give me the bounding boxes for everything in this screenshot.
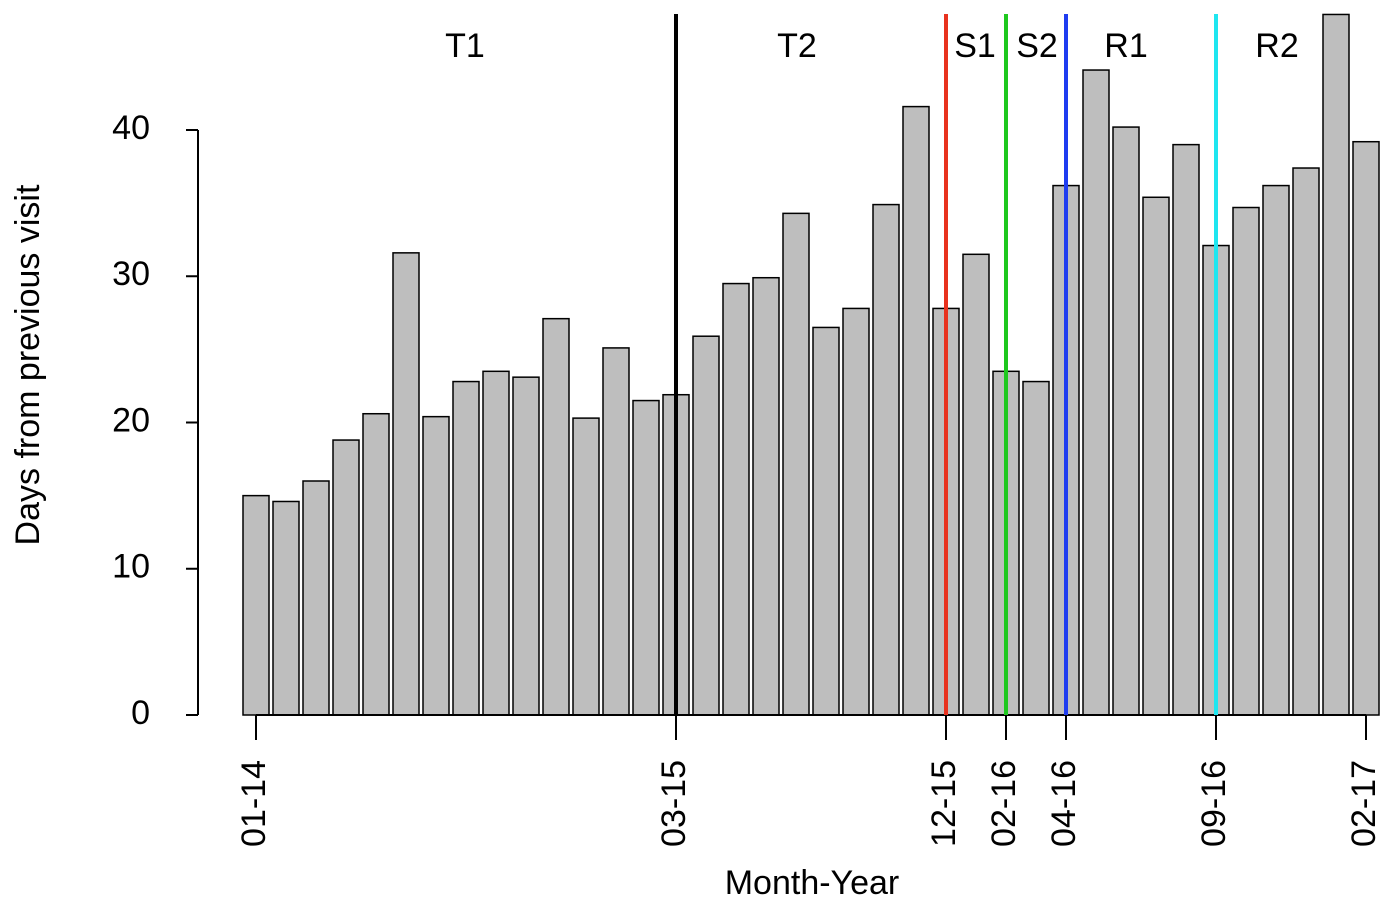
bar (1232, 206, 1260, 716)
bar (722, 282, 750, 716)
bar (572, 417, 600, 716)
bar (902, 105, 930, 716)
bar (812, 326, 840, 716)
x-tick-label: 09-16 (1195, 760, 1233, 847)
phase-label: T1 (445, 27, 485, 65)
bar (752, 276, 780, 716)
bar (842, 307, 870, 716)
phase-label: T2 (777, 27, 817, 65)
x-tick-label: 01-14 (235, 760, 273, 847)
x-tick-label: 04-16 (1045, 760, 1083, 847)
bar (872, 203, 900, 716)
bar (482, 370, 510, 716)
bar (602, 347, 630, 716)
bar (1142, 196, 1170, 716)
y-tick-label: 10 (112, 548, 150, 586)
phase-label: R1 (1104, 27, 1147, 65)
bar (362, 412, 390, 716)
bar (1082, 69, 1110, 716)
x-tick-label: 02-17 (1345, 760, 1383, 847)
phase-label: R2 (1255, 27, 1298, 65)
phase-label: S2 (1016, 27, 1058, 65)
bar (272, 500, 300, 716)
bar (332, 439, 360, 716)
bar (782, 212, 810, 716)
x-axis-title: Month-Year (725, 864, 900, 902)
bar (962, 253, 990, 716)
x-tick-label: 02-16 (985, 760, 1023, 847)
bar (392, 252, 420, 716)
x-tick-label: 12-15 (925, 760, 963, 847)
y-tick-label: 20 (112, 401, 150, 439)
y-tick-label: 30 (112, 255, 150, 293)
bar (1112, 126, 1140, 716)
bar (632, 399, 660, 716)
x-tick-label: 03-15 (655, 760, 693, 847)
bar (1172, 143, 1200, 716)
phase-label: S1 (954, 27, 996, 65)
y-tick-label: 0 (131, 694, 150, 732)
bar (542, 317, 570, 716)
bar (422, 415, 450, 716)
bar (1322, 13, 1350, 716)
y-tick-label: 40 (112, 109, 150, 147)
bar (1352, 140, 1380, 716)
bar (1022, 380, 1050, 716)
bar (242, 494, 270, 716)
y-axis-title: Days from previous visit (9, 184, 47, 545)
bar (512, 376, 540, 716)
bar (302, 480, 330, 716)
bar (452, 380, 480, 716)
bar (692, 335, 720, 716)
bar (1292, 167, 1320, 716)
bar (1262, 184, 1290, 716)
